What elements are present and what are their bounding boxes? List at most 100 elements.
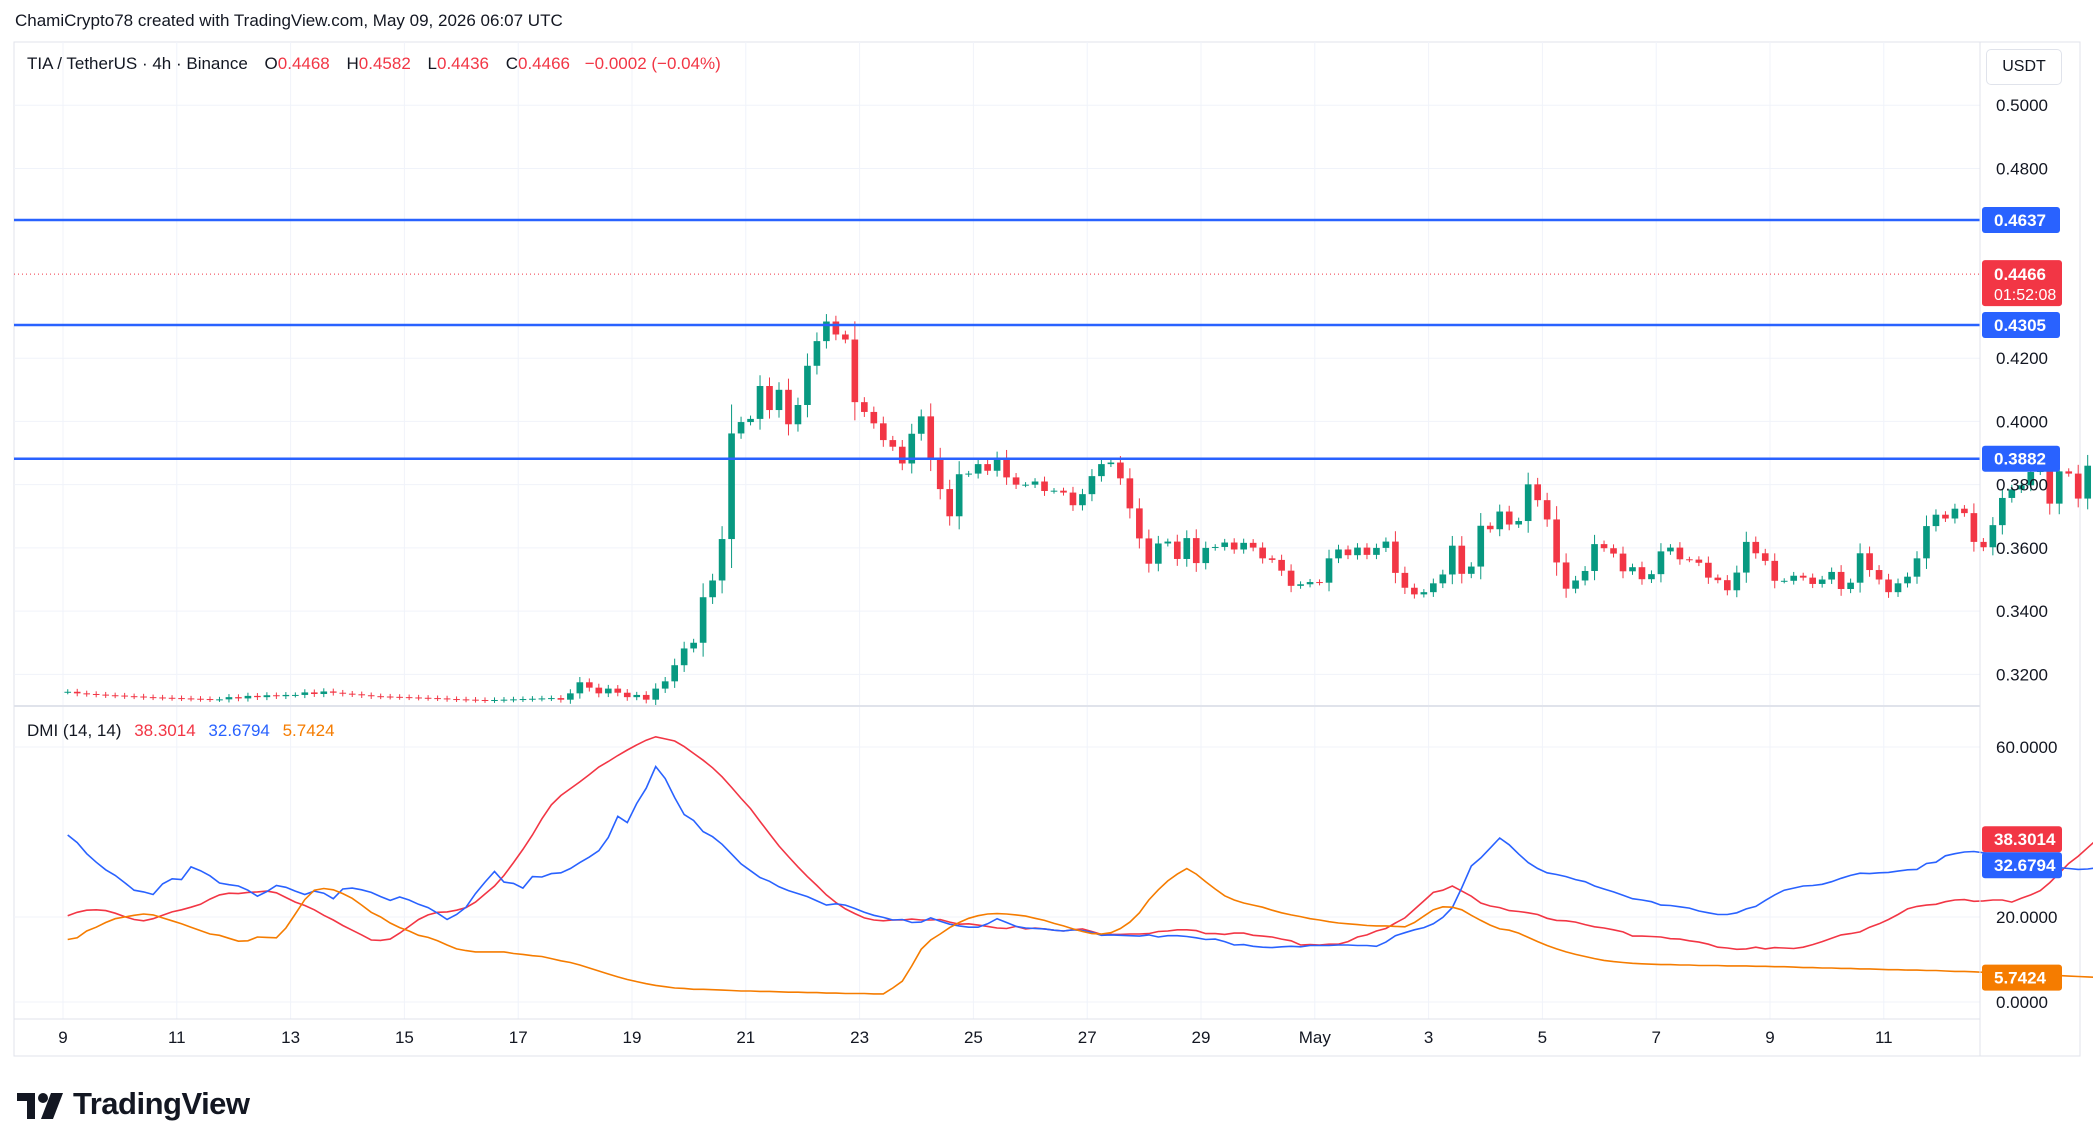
candle-body: [1932, 514, 1940, 527]
candle-body: [273, 695, 280, 697]
candle-body: [367, 695, 375, 697]
candle-body: [386, 696, 394, 698]
candle-body: [965, 473, 972, 475]
candle-body: [2046, 470, 2054, 504]
candle-body: [775, 389, 783, 411]
candle-body: [1335, 549, 1342, 559]
candle-body: [443, 698, 451, 700]
candle-body: [823, 321, 830, 342]
candle-body: [1060, 490, 1067, 493]
candle-body: [434, 698, 441, 700]
price-tick-label: 0.4000: [1996, 412, 2048, 431]
dmi-adx-line: [67, 735, 2093, 951]
candle-body: [206, 699, 214, 701]
candle-body: [2084, 465, 2092, 499]
candle-body: [424, 697, 432, 699]
time-tick-label: 9: [58, 1028, 67, 1047]
candle-body: [984, 464, 991, 471]
candle-body: [955, 474, 963, 517]
high-value: 0.4582: [358, 54, 411, 73]
candle-body: [1999, 497, 2006, 526]
candle-body: [576, 682, 584, 694]
candle-body: [282, 694, 290, 697]
candle-body: [794, 404, 802, 425]
candle-body: [1107, 462, 1115, 465]
level-price-badge: [1982, 311, 2060, 338]
candle-body: [1524, 484, 1532, 522]
time-axis[interactable]: 9 11 13 15 17 19 21 23 25 27 29 May 3 5 7 9 11: [58, 1028, 1892, 1047]
low-value: 0.4436: [436, 54, 489, 73]
dmi-name[interactable]: DMI (14, 14): [27, 721, 122, 740]
candle-body: [1856, 553, 1864, 583]
candle-body: [1894, 583, 1902, 593]
dmi-axis[interactable]: 60.0000 20.0000 0.0000 38.3014 32.6794 5.7424: [1982, 738, 2062, 1012]
candle-body: [879, 423, 887, 441]
candle-body: [244, 695, 252, 699]
price-pane[interactable]: [14, 216, 2093, 705]
candle-body: [1562, 562, 1570, 589]
candle-body: [472, 699, 479, 701]
last-price-label: 0.4466: [1994, 265, 2046, 284]
candle-body: [974, 464, 982, 474]
candle-body: [861, 402, 868, 412]
candle-body: [348, 693, 356, 695]
candle-body: [557, 698, 565, 700]
candle-body: [519, 699, 527, 701]
candle-body: [1913, 558, 1921, 577]
candle-body: [1079, 494, 1086, 506]
candle-body: [699, 597, 707, 643]
candle-body: [1581, 570, 1589, 581]
candle-body: [187, 698, 195, 700]
candle-body: [1885, 579, 1892, 593]
candle-body: [709, 580, 716, 598]
candle-body: [1837, 571, 1845, 590]
dmi-pane[interactable]: [67, 735, 2093, 995]
candle-body: [936, 458, 944, 490]
price-axis[interactable]: 0.5000 0.4800 0.4200 0.4000 0.3800 0.3600 0.34…: [1982, 96, 2062, 684]
candle-body: [130, 696, 138, 698]
minus-di-value: 5.7424: [282, 721, 335, 740]
candle-body: [1515, 521, 1523, 525]
candle-body: [1240, 542, 1247, 550]
candle-body: [633, 694, 641, 698]
tradingview-logo[interactable]: TradingView: [17, 1086, 250, 1122]
candle-body: [1354, 547, 1361, 556]
candle-body: [301, 692, 309, 695]
candle-body: [1543, 500, 1551, 520]
price-tick-label: 0.3200: [1996, 665, 2048, 684]
candle-body: [339, 692, 347, 694]
candle-body: [1828, 571, 1835, 580]
candle-body: [1164, 541, 1172, 544]
currency-button[interactable]: USDT: [1986, 49, 2062, 85]
price-tick-label: 0.4800: [1996, 159, 2048, 178]
candle-body: [2008, 489, 2016, 498]
dmi-tick-label: 20.0000: [1996, 908, 2057, 927]
candle-body: [310, 692, 318, 694]
candle-body: [1041, 481, 1048, 491]
candle-body: [1420, 592, 1428, 595]
time-tick-label: 7: [1651, 1028, 1660, 1047]
candle-body: [1799, 575, 1807, 578]
plus-di-value: 32.6794: [208, 721, 270, 740]
symbol-label[interactable]: TIA / TetherUS · 4h · Binance: [27, 54, 248, 73]
candle-body: [1667, 547, 1674, 552]
candle-body: [320, 691, 328, 694]
candle-body: [1733, 572, 1741, 591]
time-tick-label: 21: [736, 1028, 755, 1047]
candle-body: [1467, 566, 1475, 574]
open-label: O: [264, 54, 278, 73]
candle-body: [1325, 558, 1333, 583]
candle-body: [529, 698, 536, 700]
candle-body: [92, 693, 100, 695]
candle-body: [1031, 481, 1039, 485]
candle-body: [1904, 576, 1911, 584]
candle-body: [1249, 542, 1257, 548]
candle-body: [1136, 508, 1143, 539]
candle-body: [121, 695, 128, 697]
candle-body: [832, 321, 840, 335]
candle-body: [1923, 526, 1930, 559]
candle-body: [1875, 570, 1883, 580]
level-price-label: 0.4637: [1994, 211, 2046, 230]
candle-body: [1155, 543, 1162, 564]
